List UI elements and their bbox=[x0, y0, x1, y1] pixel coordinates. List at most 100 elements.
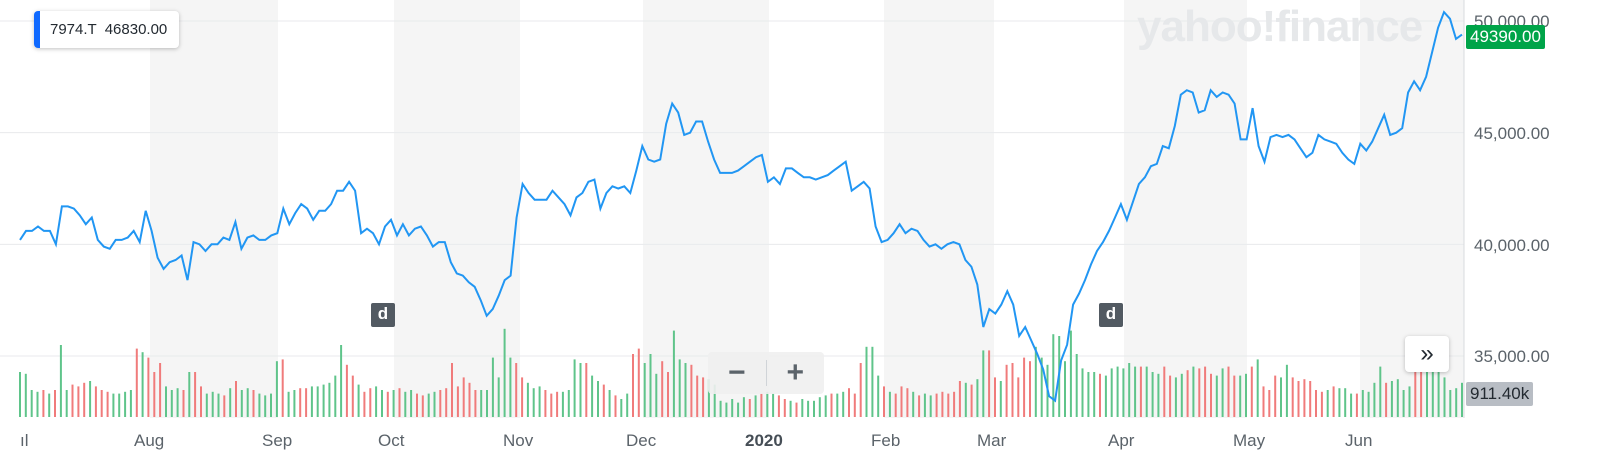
volume-bar bbox=[386, 391, 389, 417]
volume-bar bbox=[614, 395, 617, 417]
volume-bar bbox=[521, 377, 524, 417]
volume-bar bbox=[888, 391, 891, 417]
volume-bar bbox=[918, 395, 921, 417]
volume-bar bbox=[480, 390, 483, 417]
volume-bar bbox=[1099, 373, 1101, 417]
volume-bar bbox=[328, 382, 331, 417]
volume-bar bbox=[1396, 379, 1399, 417]
volume-bar bbox=[316, 386, 319, 417]
volume-bar bbox=[649, 354, 652, 417]
volume-bar bbox=[351, 375, 354, 417]
volume-bar bbox=[1309, 381, 1312, 417]
dividend-marker[interactable]: d bbox=[1099, 303, 1123, 327]
volume-bar bbox=[655, 373, 658, 417]
chevrons-right-icon[interactable]: » bbox=[1405, 336, 1449, 372]
y-tick-label: 40,000.00 bbox=[1474, 236, 1550, 255]
volume-bar bbox=[1390, 381, 1393, 417]
volume-bar bbox=[1151, 372, 1154, 417]
volume-bar bbox=[392, 390, 395, 417]
volume-bar bbox=[345, 364, 348, 417]
dividend-marker[interactable]: d bbox=[371, 303, 395, 327]
volume-bar bbox=[509, 357, 512, 417]
volume-bar bbox=[982, 350, 985, 417]
volume-bar bbox=[1075, 354, 1078, 417]
volume-bar bbox=[1274, 375, 1277, 417]
tooltip-symbol: 7974.T bbox=[50, 21, 97, 38]
volume-bar bbox=[550, 393, 553, 417]
volume-bar bbox=[602, 384, 605, 417]
volume-bar bbox=[1256, 359, 1259, 417]
volume-bar bbox=[684, 363, 687, 417]
volume-bar bbox=[486, 390, 488, 417]
zoom-in-button[interactable]: + bbox=[786, 356, 805, 389]
volume-bar bbox=[305, 388, 308, 417]
zoom-out-button[interactable]: − bbox=[727, 356, 746, 389]
volume-bar bbox=[141, 352, 144, 417]
volume-bar bbox=[912, 391, 915, 417]
volume-bar bbox=[1227, 366, 1230, 417]
volume-bar bbox=[456, 386, 459, 417]
volume-bar bbox=[1408, 386, 1411, 417]
volume-bar bbox=[719, 400, 722, 417]
volume-bar bbox=[94, 386, 97, 417]
volume-bar bbox=[1443, 377, 1446, 417]
volume-bar bbox=[1280, 377, 1282, 417]
x-tick-label: Apr bbox=[1108, 431, 1135, 450]
volume-bar bbox=[398, 388, 401, 417]
volume-bar bbox=[310, 386, 313, 417]
volume-bar bbox=[1180, 373, 1183, 417]
volume-bar bbox=[1145, 366, 1148, 417]
band-apr bbox=[1124, 0, 1247, 418]
volume-bar bbox=[264, 395, 267, 417]
volume-bar bbox=[129, 390, 132, 417]
volume-bar bbox=[690, 364, 693, 417]
volume-bar bbox=[637, 348, 640, 417]
volume-bar bbox=[1233, 375, 1236, 417]
volume-bar bbox=[334, 375, 337, 417]
volume-bar bbox=[1285, 364, 1288, 417]
volume-bar bbox=[742, 397, 745, 417]
volume-bar bbox=[188, 372, 191, 417]
volume-bar bbox=[1174, 377, 1177, 417]
volume-bar bbox=[929, 395, 932, 417]
volume-bar bbox=[1005, 364, 1008, 417]
volume-bar bbox=[702, 377, 705, 417]
volume-bar bbox=[853, 393, 856, 417]
volume-bar bbox=[1210, 373, 1212, 417]
volume-bar bbox=[632, 354, 634, 417]
volume-bar bbox=[608, 390, 611, 417]
zoom-controls: − + bbox=[708, 352, 824, 394]
volume-bar bbox=[1104, 375, 1107, 417]
volume-bar bbox=[381, 390, 383, 417]
volume-bar bbox=[252, 390, 255, 417]
x-tick-label: Oct bbox=[378, 431, 405, 450]
volume-bar bbox=[59, 345, 62, 417]
volume-bar bbox=[170, 390, 173, 417]
volume-bar bbox=[474, 390, 477, 417]
volume-bar bbox=[182, 390, 185, 417]
volume-bar bbox=[1455, 388, 1458, 417]
volume-bar bbox=[1297, 381, 1300, 417]
volume-bar bbox=[1221, 368, 1224, 417]
volume-bar bbox=[1052, 334, 1055, 417]
volume-bar bbox=[1093, 372, 1096, 417]
volume-bar bbox=[544, 390, 547, 417]
volume-bar bbox=[1064, 361, 1066, 417]
volume-bar bbox=[795, 402, 798, 417]
volume-bar bbox=[1332, 386, 1335, 417]
volume-bar bbox=[1239, 375, 1242, 417]
volume-bar bbox=[106, 391, 109, 417]
volume-bar bbox=[1157, 373, 1160, 417]
volume-bar bbox=[1186, 370, 1189, 417]
volume-bar bbox=[883, 386, 885, 417]
volume-bar bbox=[964, 382, 967, 417]
volume-bar bbox=[707, 379, 710, 417]
volume-bar bbox=[579, 363, 582, 417]
last-price-flag: 49390.00 bbox=[1466, 25, 1545, 49]
volume-bar bbox=[281, 359, 284, 417]
volume-bar bbox=[643, 363, 646, 417]
volume-bar bbox=[678, 359, 681, 417]
volume-bar bbox=[118, 393, 121, 417]
x-tick-label: Sep bbox=[262, 431, 292, 450]
